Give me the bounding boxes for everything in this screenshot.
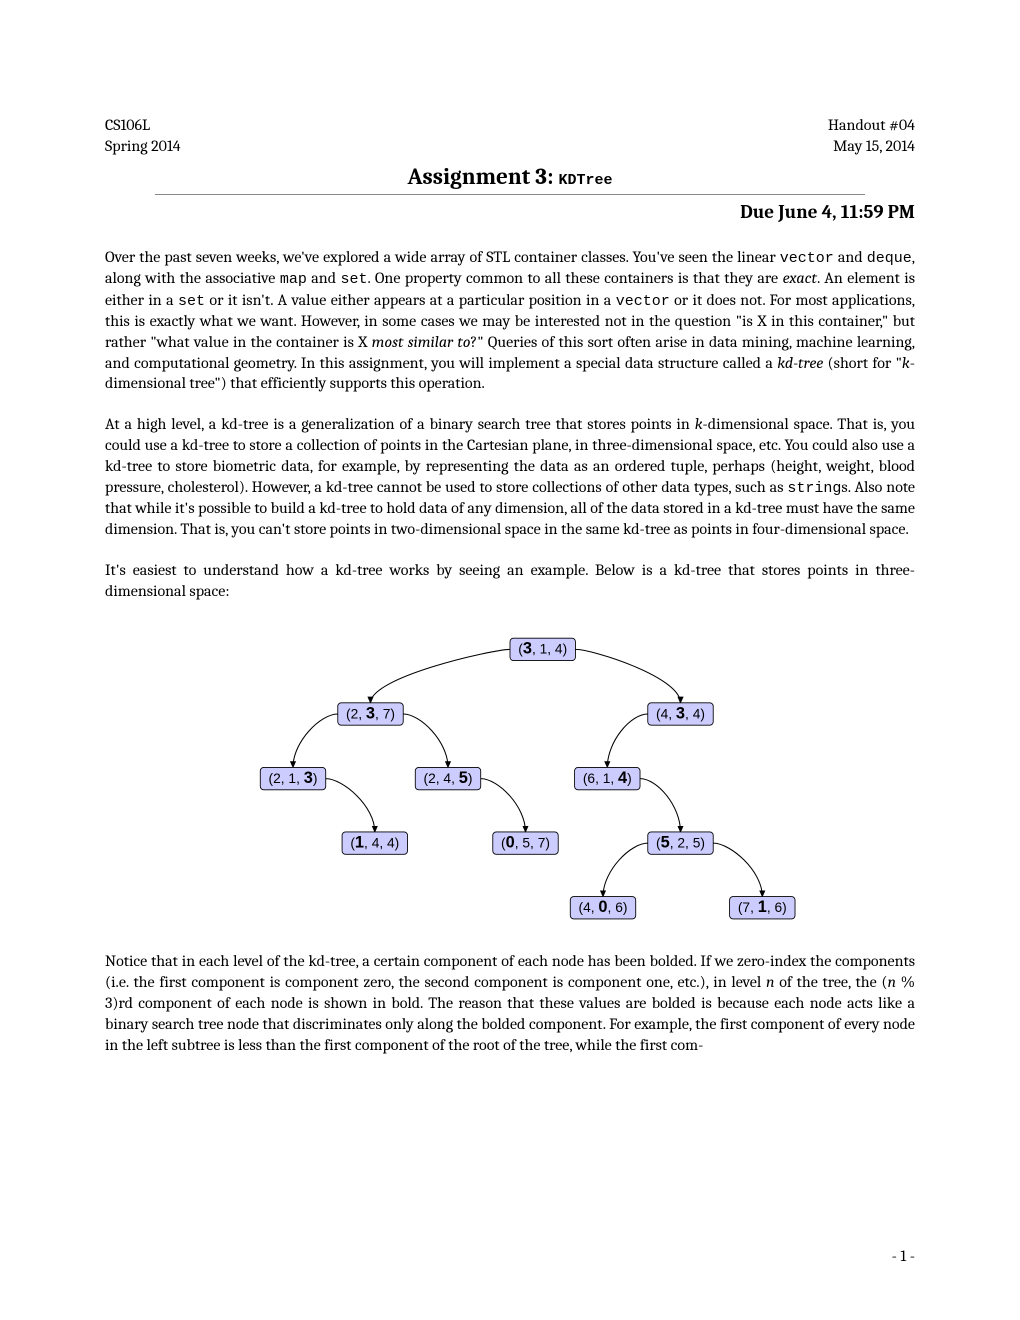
page: CS106L Handout #04 Spring 2014 May 15, 2…: [0, 0, 1020, 1320]
term: Spring 2014: [105, 136, 181, 157]
page-number: - 1 -: [892, 1247, 915, 1265]
kdtree-diagram: (3, 1, 4) (2, 3, 7) (4, 3, 4) (2, 1, 3) (2, …: [105, 621, 915, 931]
title-rule: [155, 194, 865, 195]
svg-text:(6, 1, 4): (6, 1, 4): [583, 769, 632, 787]
page-title: Assignment 3: KDTree: [105, 163, 915, 190]
svg-text:(0, 5, 7): (0, 5, 7): [501, 834, 550, 852]
paragraph-1: Over the past seven weeks, we've explore…: [105, 247, 915, 395]
title-code: KDTree: [558, 172, 612, 189]
header-date: May 15, 2014: [833, 136, 915, 157]
svg-text:(2, 4, 5): (2, 4, 5): [424, 769, 473, 787]
header-left-right-2: Spring 2014 May 15, 2014: [105, 136, 915, 157]
svg-text:(2, 3, 7): (2, 3, 7): [346, 705, 395, 723]
course-code: CS106L: [105, 115, 150, 136]
due-line: Due June 4, 11:59 PM: [105, 201, 915, 223]
svg-text:(5, 2, 5): (5, 2, 5): [656, 834, 705, 852]
paragraph-2: At a high level, a kd-tree is a generali…: [105, 414, 915, 539]
paragraph-4: Notice that in each level of the kd-tree…: [105, 951, 915, 1055]
svg-text:(2, 1, 3): (2, 1, 3): [269, 769, 318, 787]
handout-number: Handout #04: [828, 115, 915, 136]
title-prefix: Assignment 3:: [408, 163, 559, 190]
svg-text:(7, 1, 6): (7, 1, 6): [738, 898, 787, 916]
svg-text:(4, 0, 6): (4, 0, 6): [579, 898, 628, 916]
paragraph-3: It's easiest to understand how a kd-tree…: [105, 560, 915, 602]
svg-text:(1, 4, 4): (1, 4, 4): [350, 834, 399, 852]
header-left-right: CS106L Handout #04: [105, 115, 915, 136]
svg-text:(4, 3, 4): (4, 3, 4): [656, 705, 705, 723]
svg-text:(3, 1, 4): (3, 1, 4): [518, 640, 567, 658]
